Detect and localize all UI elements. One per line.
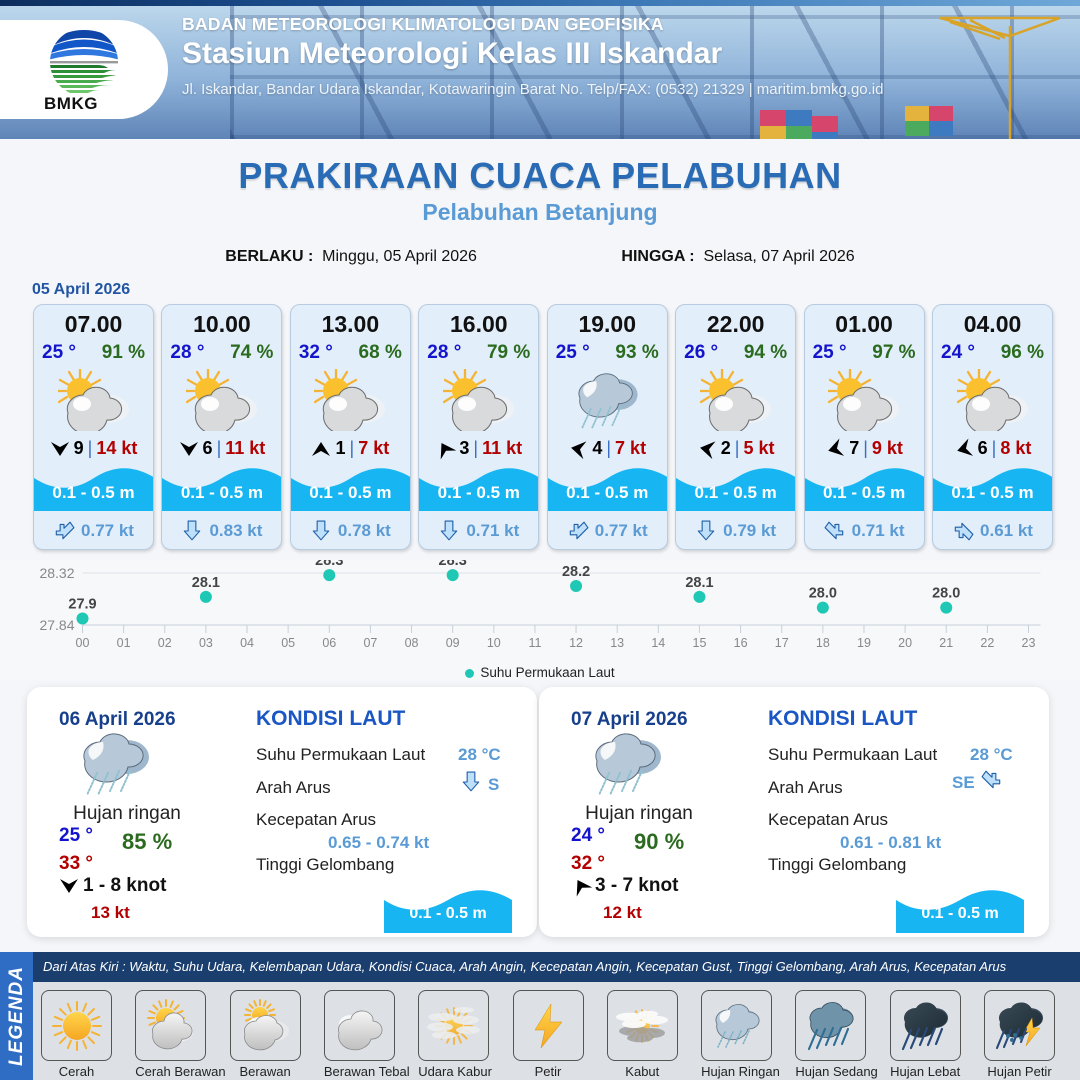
svg-text:12: 12 <box>569 636 583 650</box>
svg-text:03: 03 <box>199 636 213 650</box>
svg-text:09: 09 <box>446 636 460 650</box>
svg-text:28.1: 28.1 <box>685 575 713 591</box>
svg-text:20: 20 <box>898 636 912 650</box>
svg-text:21: 21 <box>939 636 953 650</box>
svg-text:28.3: 28.3 <box>315 560 343 569</box>
svg-text:28.0: 28.0 <box>932 586 960 602</box>
svg-text:00: 00 <box>76 636 90 650</box>
svg-text:16: 16 <box>734 636 748 650</box>
svg-text:28.32: 28.32 <box>39 565 74 581</box>
svg-text:14: 14 <box>651 636 665 650</box>
svg-text:23: 23 <box>1022 636 1036 650</box>
svg-text:17: 17 <box>775 636 789 650</box>
svg-text:13: 13 <box>610 636 624 650</box>
svg-text:07: 07 <box>363 636 377 650</box>
svg-text:15: 15 <box>693 636 707 650</box>
svg-text:08: 08 <box>405 636 419 650</box>
svg-text:28.1: 28.1 <box>192 575 220 591</box>
svg-text:05: 05 <box>281 636 295 650</box>
svg-text:27.84: 27.84 <box>39 617 74 633</box>
svg-text:04: 04 <box>240 636 254 650</box>
svg-text:11: 11 <box>528 636 541 650</box>
svg-text:06: 06 <box>322 636 336 650</box>
svg-text:19: 19 <box>857 636 871 650</box>
svg-text:22: 22 <box>980 636 994 650</box>
svg-text:28.3: 28.3 <box>439 560 467 569</box>
svg-text:10: 10 <box>487 636 501 650</box>
svg-text:01: 01 <box>117 636 131 650</box>
svg-text:02: 02 <box>158 636 172 650</box>
svg-text:18: 18 <box>816 636 830 650</box>
svg-text:27.9: 27.9 <box>68 597 96 613</box>
svg-text:28.0: 28.0 <box>809 586 837 602</box>
svg-text:28.2: 28.2 <box>562 564 590 580</box>
